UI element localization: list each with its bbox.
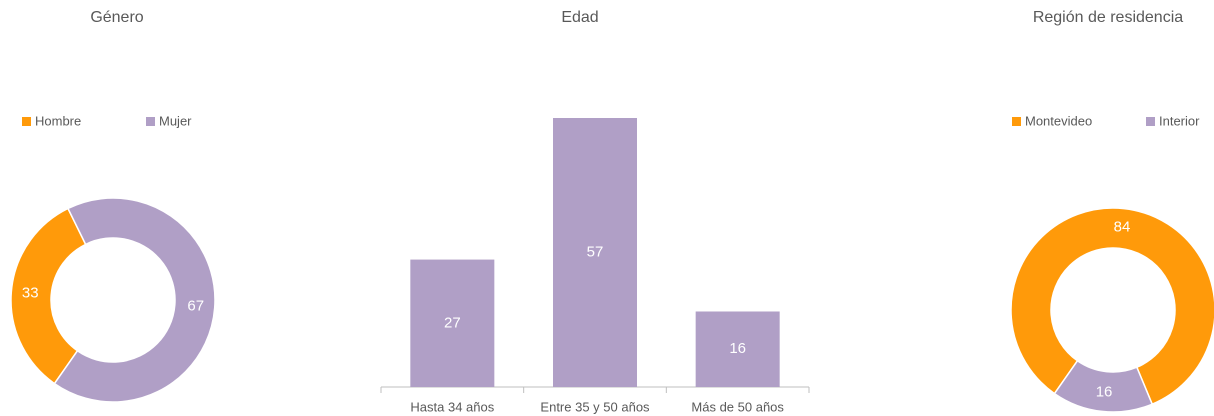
data-label: 27 — [444, 314, 461, 331]
legend-label: Montevideo — [1025, 113, 1092, 128]
legend-label: Mujer — [159, 113, 192, 128]
legend-swatch — [1146, 117, 1155, 126]
donut-slice — [1053, 359, 1154, 413]
x-tick-label: Más de 50 años — [691, 399, 784, 414]
bar — [553, 118, 637, 387]
legend-swatch — [22, 117, 31, 126]
data-label: 67 — [187, 297, 204, 314]
legend-label: Interior — [1159, 113, 1200, 128]
data-label: 16 — [1096, 383, 1113, 400]
legend-label: Hombre — [35, 113, 81, 128]
x-tick-label: Entre 35 y 50 años — [540, 399, 650, 414]
data-label: 16 — [729, 340, 746, 357]
donut-slice — [1010, 207, 1214, 406]
bar — [695, 311, 780, 387]
legend-swatch — [1012, 117, 1021, 126]
chart-title: Género — [90, 9, 143, 26]
chart-title: Edad — [561, 9, 598, 26]
bar — [410, 259, 495, 387]
x-tick-label: Hasta 34 años — [410, 399, 494, 414]
legend-swatch — [146, 117, 155, 126]
data-label: 84 — [1114, 218, 1131, 235]
chart-title: Región de residencia — [1033, 9, 1183, 26]
donut-slice — [53, 197, 216, 403]
data-label: 57 — [587, 243, 604, 260]
data-label: 33 — [22, 285, 39, 302]
donut-slice — [10, 207, 87, 385]
